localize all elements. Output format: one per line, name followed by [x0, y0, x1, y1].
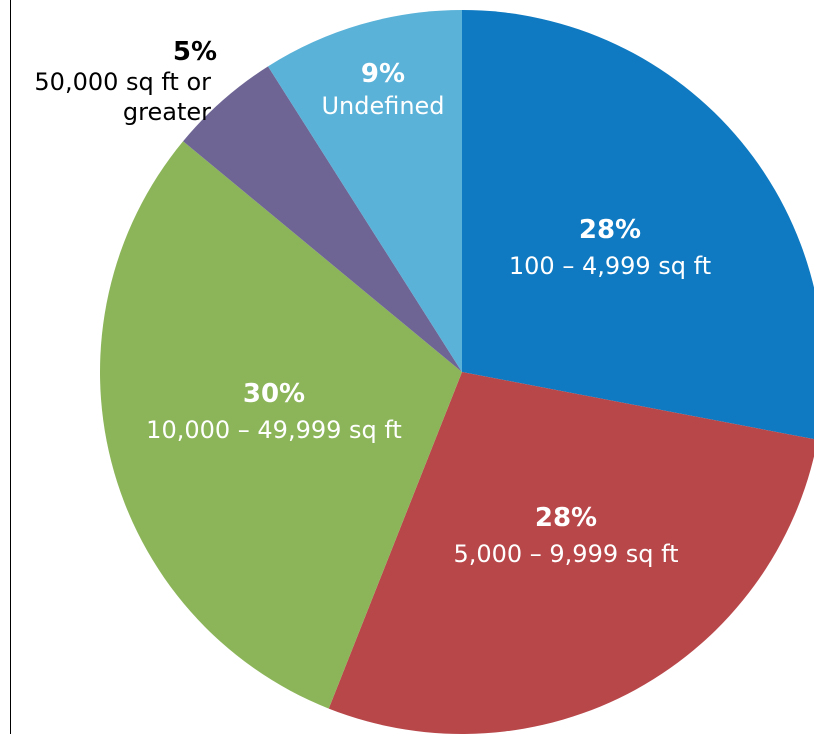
- slice-percent-label: 9%: [361, 59, 405, 89]
- slice-category-label: greater: [123, 98, 211, 126]
- slice-category-label: Undefined: [321, 92, 444, 120]
- slice-percent-label: 28%: [535, 503, 597, 533]
- slice-category-label: 10,000 – 49,999 sq ft: [146, 416, 402, 444]
- slice-percent-label: 30%: [243, 379, 305, 409]
- slice-percent-label: 28%: [579, 215, 641, 245]
- slice-category-label: 5,000 – 9,999 sq ft: [453, 540, 678, 568]
- slice-percent-label: 5%: [173, 37, 217, 67]
- slice-category-label: 50,000 sq ft or: [34, 68, 211, 96]
- slice-category-label: 100 – 4,999 sq ft: [509, 252, 711, 280]
